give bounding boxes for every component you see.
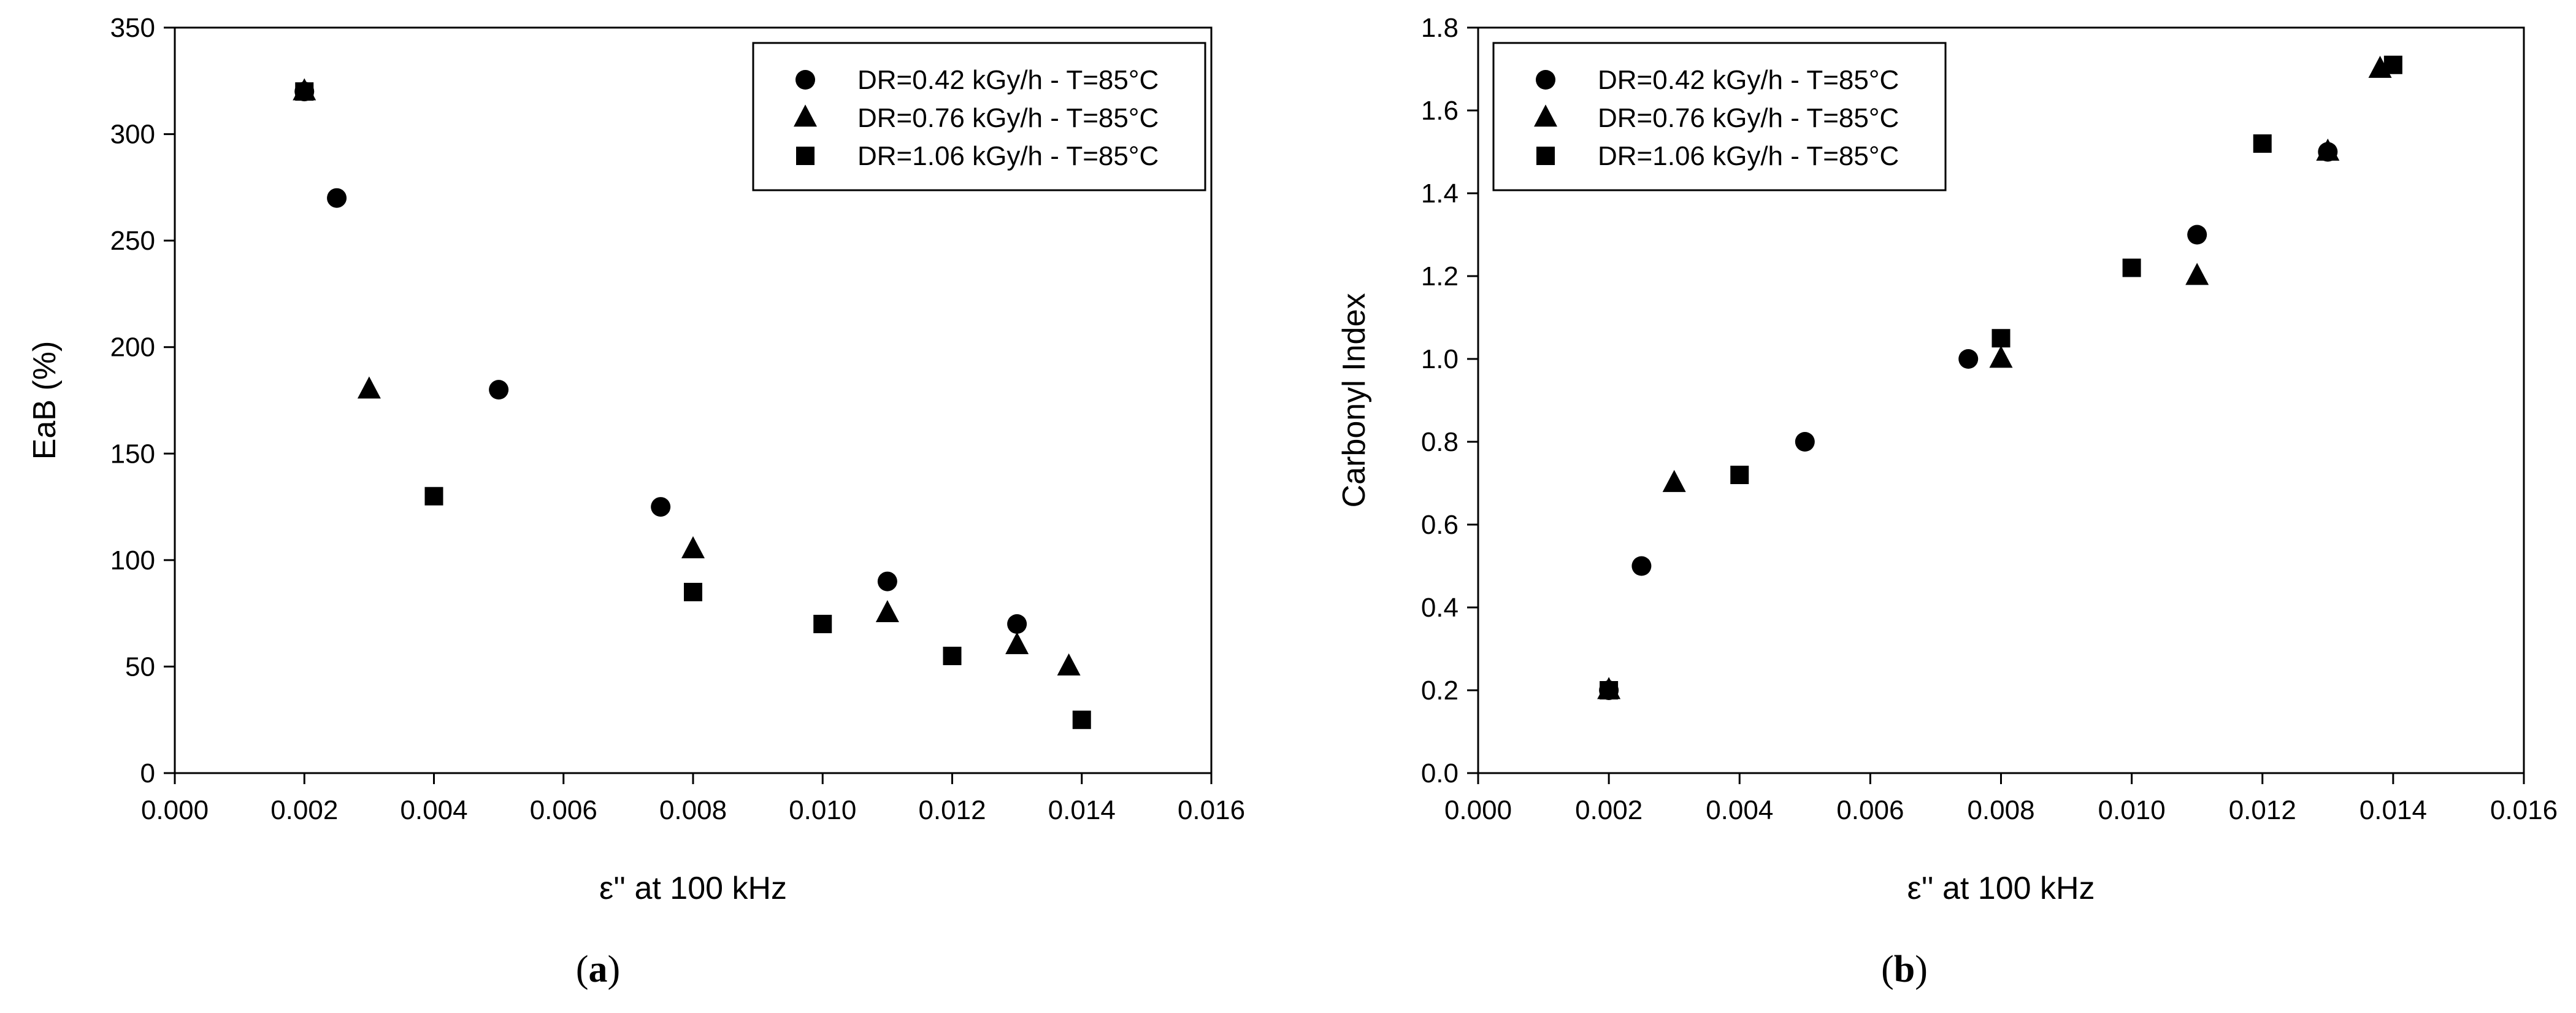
- data-point-square: [295, 82, 314, 101]
- legend-label: DR=1.06 kGy/h - T=85°C: [857, 141, 1159, 171]
- x-tick-label: 0.000: [141, 795, 209, 825]
- x-tick-label: 0.016: [2490, 795, 2558, 825]
- y-tick-label: 1.0: [1421, 344, 1459, 374]
- data-point-square: [1991, 329, 2011, 348]
- y-tick-label: 300: [110, 120, 155, 150]
- x-tick-label: 0.012: [2229, 795, 2296, 825]
- panel-label-letter: b: [1894, 949, 1915, 990]
- x-axis-label: ε'' at 100 kHz: [1907, 871, 2095, 906]
- panel-label-close: ): [1915, 949, 1928, 990]
- x-tick-label: 0.016: [1178, 795, 1245, 825]
- data-point-square: [684, 582, 702, 601]
- y-tick-label: 1.4: [1421, 179, 1459, 209]
- data-point-triangle: [357, 376, 381, 399]
- y-tick-label: 250: [110, 226, 155, 256]
- data-point-circle: [327, 188, 347, 208]
- data-point-square: [1730, 466, 1749, 484]
- x-tick-label: 0.008: [659, 795, 727, 825]
- legend-box: [752, 42, 1206, 191]
- y-tick-label: 200: [110, 333, 155, 363]
- data-point-triangle: [1662, 469, 1686, 492]
- data-point-circle: [877, 571, 897, 591]
- y-tick-label: 50: [125, 652, 155, 682]
- data-point-square: [813, 615, 832, 633]
- y-tick-label: 0.6: [1421, 510, 1459, 540]
- data-point-triangle: [1057, 653, 1081, 676]
- y-tick-label: 0.4: [1421, 593, 1459, 623]
- chart-panel-b: 0.000 0.002 0.004 0.006 0.008 0.010 0.012 0.014…: [1336, 13, 2558, 990]
- data-point-circle: [1631, 556, 1652, 576]
- y-tick-label: 0.0: [1421, 758, 1459, 788]
- data-point-circle: [1958, 349, 1979, 369]
- data-point-triangle: [875, 600, 899, 623]
- data-point-triangle: [1989, 345, 2013, 368]
- legend-marker-square: [1536, 147, 1555, 165]
- data-point-square: [2383, 55, 2402, 74]
- legend-box: [1492, 42, 1947, 191]
- x-axis-label: ε'' at 100 kHz: [599, 871, 787, 906]
- y-tick-label: 1.2: [1421, 261, 1459, 291]
- x-tick-label: 0.010: [789, 795, 856, 825]
- data-point-square: [424, 487, 443, 506]
- y-tick-label: 350: [110, 13, 155, 43]
- x-tick-label: 0.004: [1706, 795, 1773, 825]
- data-point-square: [2122, 258, 2141, 277]
- x-tick-label: 0.004: [400, 795, 467, 825]
- x-tick-label: 0.014: [1048, 795, 1116, 825]
- x-tick-label: 0.014: [2359, 795, 2427, 825]
- x-tick-label: 0.012: [918, 795, 986, 825]
- panel-label: (a): [576, 949, 620, 990]
- y-tick-label: 150: [110, 439, 155, 469]
- x-tick-label: 0.002: [1575, 795, 1643, 825]
- x-tick-label: 0.008: [1967, 795, 2034, 825]
- y-tick-label: 0.2: [1421, 676, 1459, 706]
- y-tick-label: 0: [140, 758, 155, 788]
- legend-marker-triangle: [1534, 104, 1557, 127]
- panel-label-open: (: [1881, 949, 1894, 990]
- data-point-triangle: [1005, 632, 1029, 655]
- data-point-circle: [1007, 614, 1027, 634]
- y-tick-label: 1.6: [1421, 96, 1459, 126]
- y-tick-label: 100: [110, 545, 155, 576]
- x-tick-label: 0.006: [530, 795, 597, 825]
- panel-label-close: ): [608, 949, 621, 990]
- panel-label: (b): [1881, 949, 1928, 990]
- chart-panel-a: 0.000 0.002 0.004 0.006 0.008 0.010 0.012 0.014…: [27, 13, 1245, 990]
- legend-label: DR=0.42 kGy/h - T=85°C: [1598, 65, 1899, 95]
- legend-label: DR=0.76 kGy/h - T=85°C: [1598, 103, 1899, 133]
- y-tick-label: 0.8: [1421, 427, 1459, 457]
- data-point-circle: [489, 380, 509, 400]
- legend-label: DR=0.42 kGy/h - T=85°C: [857, 65, 1159, 95]
- x-tick-label: 0.010: [2098, 795, 2166, 825]
- data-point-circle: [651, 497, 671, 517]
- data-point-square: [2253, 134, 2272, 153]
- legend-label: DR=0.76 kGy/h - T=85°C: [857, 103, 1159, 133]
- x-tick-label: 0.000: [1444, 795, 1512, 825]
- panel-label-open: (: [576, 949, 589, 990]
- data-point-square: [943, 647, 962, 666]
- y-tick-label: 1.8: [1421, 13, 1459, 43]
- data-point-circle: [2187, 225, 2207, 245]
- y-axis-label: EaB (%): [27, 341, 63, 460]
- legend-marker-triangle: [794, 104, 817, 127]
- panel-label-letter: a: [589, 949, 608, 990]
- data-point-circle: [1795, 432, 1815, 452]
- y-axis-label: Carbonyl Index: [1336, 293, 1372, 508]
- x-tick-label: 0.006: [1836, 795, 1904, 825]
- data-point-square: [1072, 711, 1091, 730]
- data-point-square: [1600, 681, 1619, 699]
- legend-marker-circle: [1536, 70, 1555, 90]
- x-tick-label: 0.002: [270, 795, 338, 825]
- data-point-triangle: [681, 536, 705, 558]
- legend-label: DR=1.06 kGy/h - T=85°C: [1598, 141, 1899, 171]
- legend-marker-square: [796, 147, 815, 165]
- legend-marker-circle: [795, 70, 815, 90]
- data-point-triangle: [2185, 263, 2209, 285]
- data-point-triangle: [2316, 138, 2340, 161]
